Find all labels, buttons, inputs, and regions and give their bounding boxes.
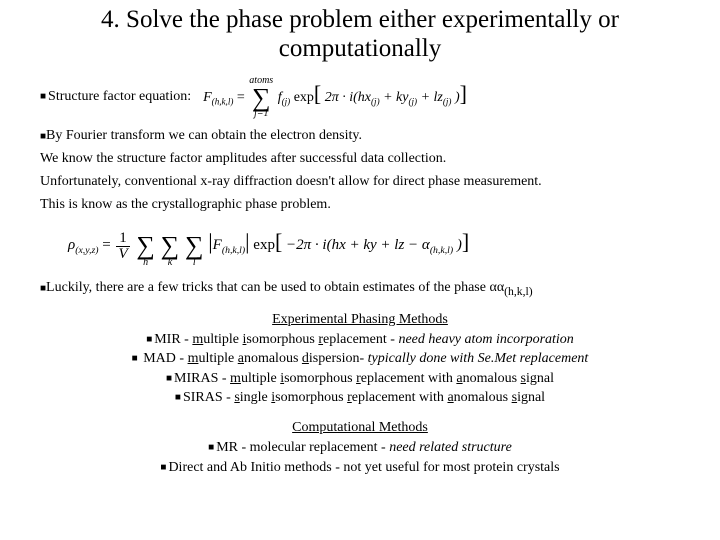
slide-title: 4. Solve the phase problem either experi… — [40, 6, 680, 64]
para-phase-problem: This is know as the crystallographic pha… — [40, 196, 680, 215]
method-mr: ■MR - molecular replacement - need relat… — [40, 438, 680, 458]
experimental-methods: ■MIR - multiple isomorphous replacement … — [40, 330, 680, 408]
para-unfortunately: Unfortunately, conventional x-ray diffra… — [40, 173, 680, 192]
luckily-line: ■Luckily, there are a few tricks that ca… — [40, 280, 680, 298]
method-direct: ■Direct and Ab Initio methods - not yet … — [40, 458, 680, 478]
para-fourier: ■By Fourier transform we can obtain the … — [40, 127, 680, 146]
para-amplitudes: We know the structure factor amplitudes … — [40, 150, 680, 169]
structure-factor-row: ■Structure factor equation: F(h,k,l) = a… — [40, 76, 680, 119]
computational-heading: Computational Methods — [40, 420, 680, 436]
equation-2: ρ(x,y,z) = 1V ∑h ∑k ∑l |F(h,k,l)| exp[ −… — [68, 224, 680, 267]
computational-methods: ■MR - molecular replacement - need relat… — [40, 438, 680, 477]
equation-1: F(h,k,l) = atoms ∑ j=1 f(j) exp[ 2π · i(… — [203, 76, 467, 119]
experimental-heading: Experimental Phasing Methods — [40, 312, 680, 328]
method-miras: ■MIRAS - multiple isomorphous replacemen… — [40, 369, 680, 389]
method-siras: ■SIRAS - single isomorphous replacement … — [40, 388, 680, 408]
method-mad: ■ MAD - multiple anomalous dispersion- t… — [40, 349, 680, 369]
method-mir: ■MIR - multiple isomorphous replacement … — [40, 330, 680, 350]
sf-label: ■Structure factor equation: — [40, 88, 191, 107]
